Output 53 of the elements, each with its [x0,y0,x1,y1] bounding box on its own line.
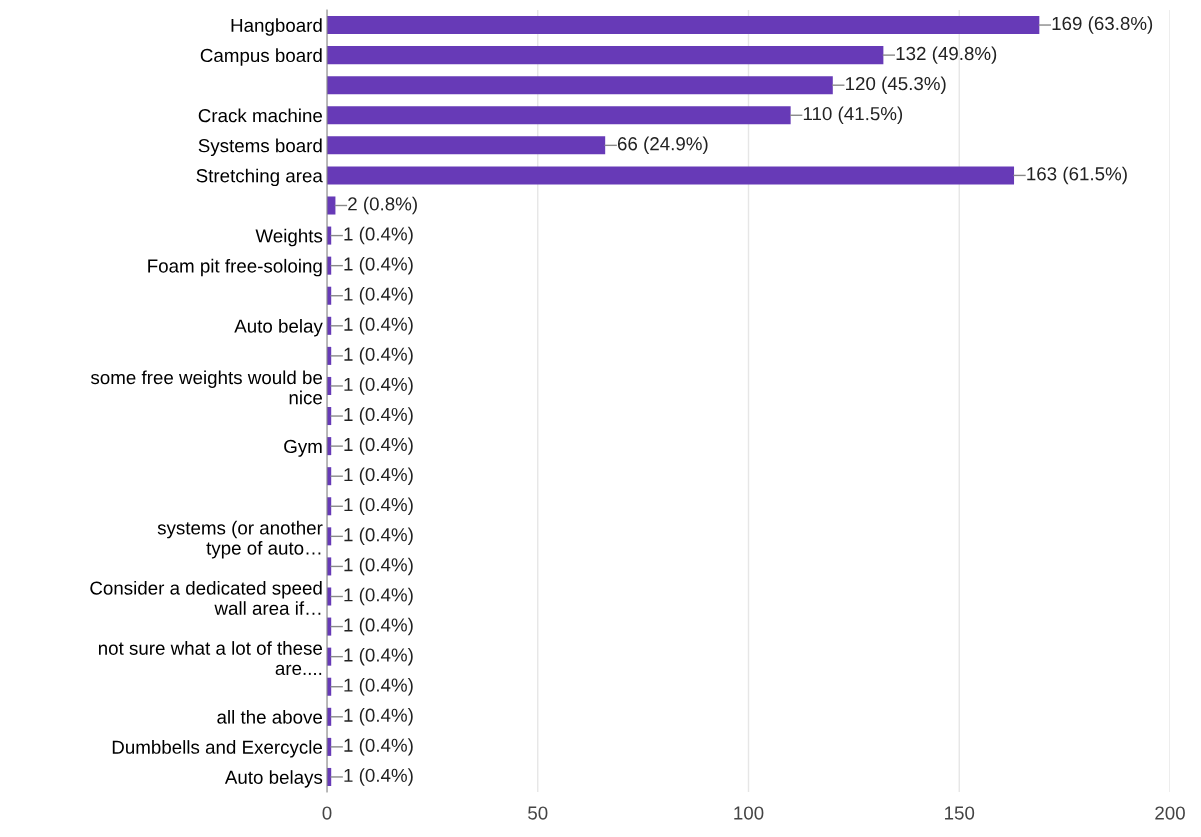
data-label: 1 (0.4%) [344,497,413,515]
data-label: 66 (24.9%) [617,136,708,155]
y-tick-label: Auto belays [224,770,323,788]
y-tick-label: all the above [217,710,323,724]
data-label: 1 (0.4%) [344,347,413,365]
data-label: 1 (0.4%) [344,738,413,756]
x-tick-label: 50 [528,806,548,820]
data-label: 1 (0.4%) [344,377,413,395]
data-label: 1 (0.4%) [344,708,413,726]
data-label: 1 (0.4%) [344,617,413,636]
data-label: 120 (45.3%) [846,76,946,94]
bar [327,166,1015,185]
y-tick-label: not sure what a lot of these are.... [98,641,323,676]
y-tick-label: Weights [255,228,323,247]
y-tick-label: Gym [284,439,322,457]
y-tick-label: Hangboard [231,18,322,36]
data-label: 1 (0.4%) [344,256,413,275]
y-tick-label: Consider a dedicated speed wall area if… [90,580,322,615]
x-tick-label: 200 [1155,806,1185,820]
bar [327,46,884,65]
data-label: 1 (0.4%) [344,467,413,485]
data-label: 1 (0.4%) [344,437,413,455]
data-label: 1 (0.4%) [344,768,413,786]
y-tick-label: Auto belay [234,319,323,337]
y-tick-label: Stretching area [196,168,323,187]
data-label: 1 (0.4%) [344,286,413,305]
bar [327,106,791,125]
data-label: 1 (0.4%) [344,317,413,335]
data-label: 1 (0.4%) [344,677,413,696]
x-tick-label: 100 [734,806,764,820]
data-label: 1 (0.4%) [344,527,413,546]
data-label: 1 (0.4%) [344,407,413,425]
data-label: 132 (49.8%) [896,46,997,64]
data-label: 169 (63.8%) [1052,16,1153,34]
y-tick-label: Campus board [200,48,322,66]
data-label: 163 (61.5%) [1027,166,1127,185]
bar [327,76,833,95]
y-tick-label: some free weights would be nice [90,370,323,405]
y-tick-label: Crack machine [198,108,323,123]
y-tick-label: Foam pit free-soloing [148,258,322,277]
data-label: 1 (0.4%) [344,557,413,576]
data-label: 2 (0.8%) [348,196,417,215]
bar [327,16,1040,35]
data-label: 110 (41.5%) [803,106,903,124]
bar [327,136,606,155]
x-tick-label: 0 [322,806,332,820]
y-tick-label: systems (or another type of auto… [157,520,323,559]
data-label: 1 (0.4%) [344,647,413,666]
y-tick-label: Dumbbells and Exercycle [112,740,323,758]
data-label: 1 (0.4%) [344,587,413,606]
y-tick-label: Systems board [198,138,322,157]
data-label: 1 (0.4%) [344,226,413,245]
x-tick-label: 150 [945,806,975,820]
